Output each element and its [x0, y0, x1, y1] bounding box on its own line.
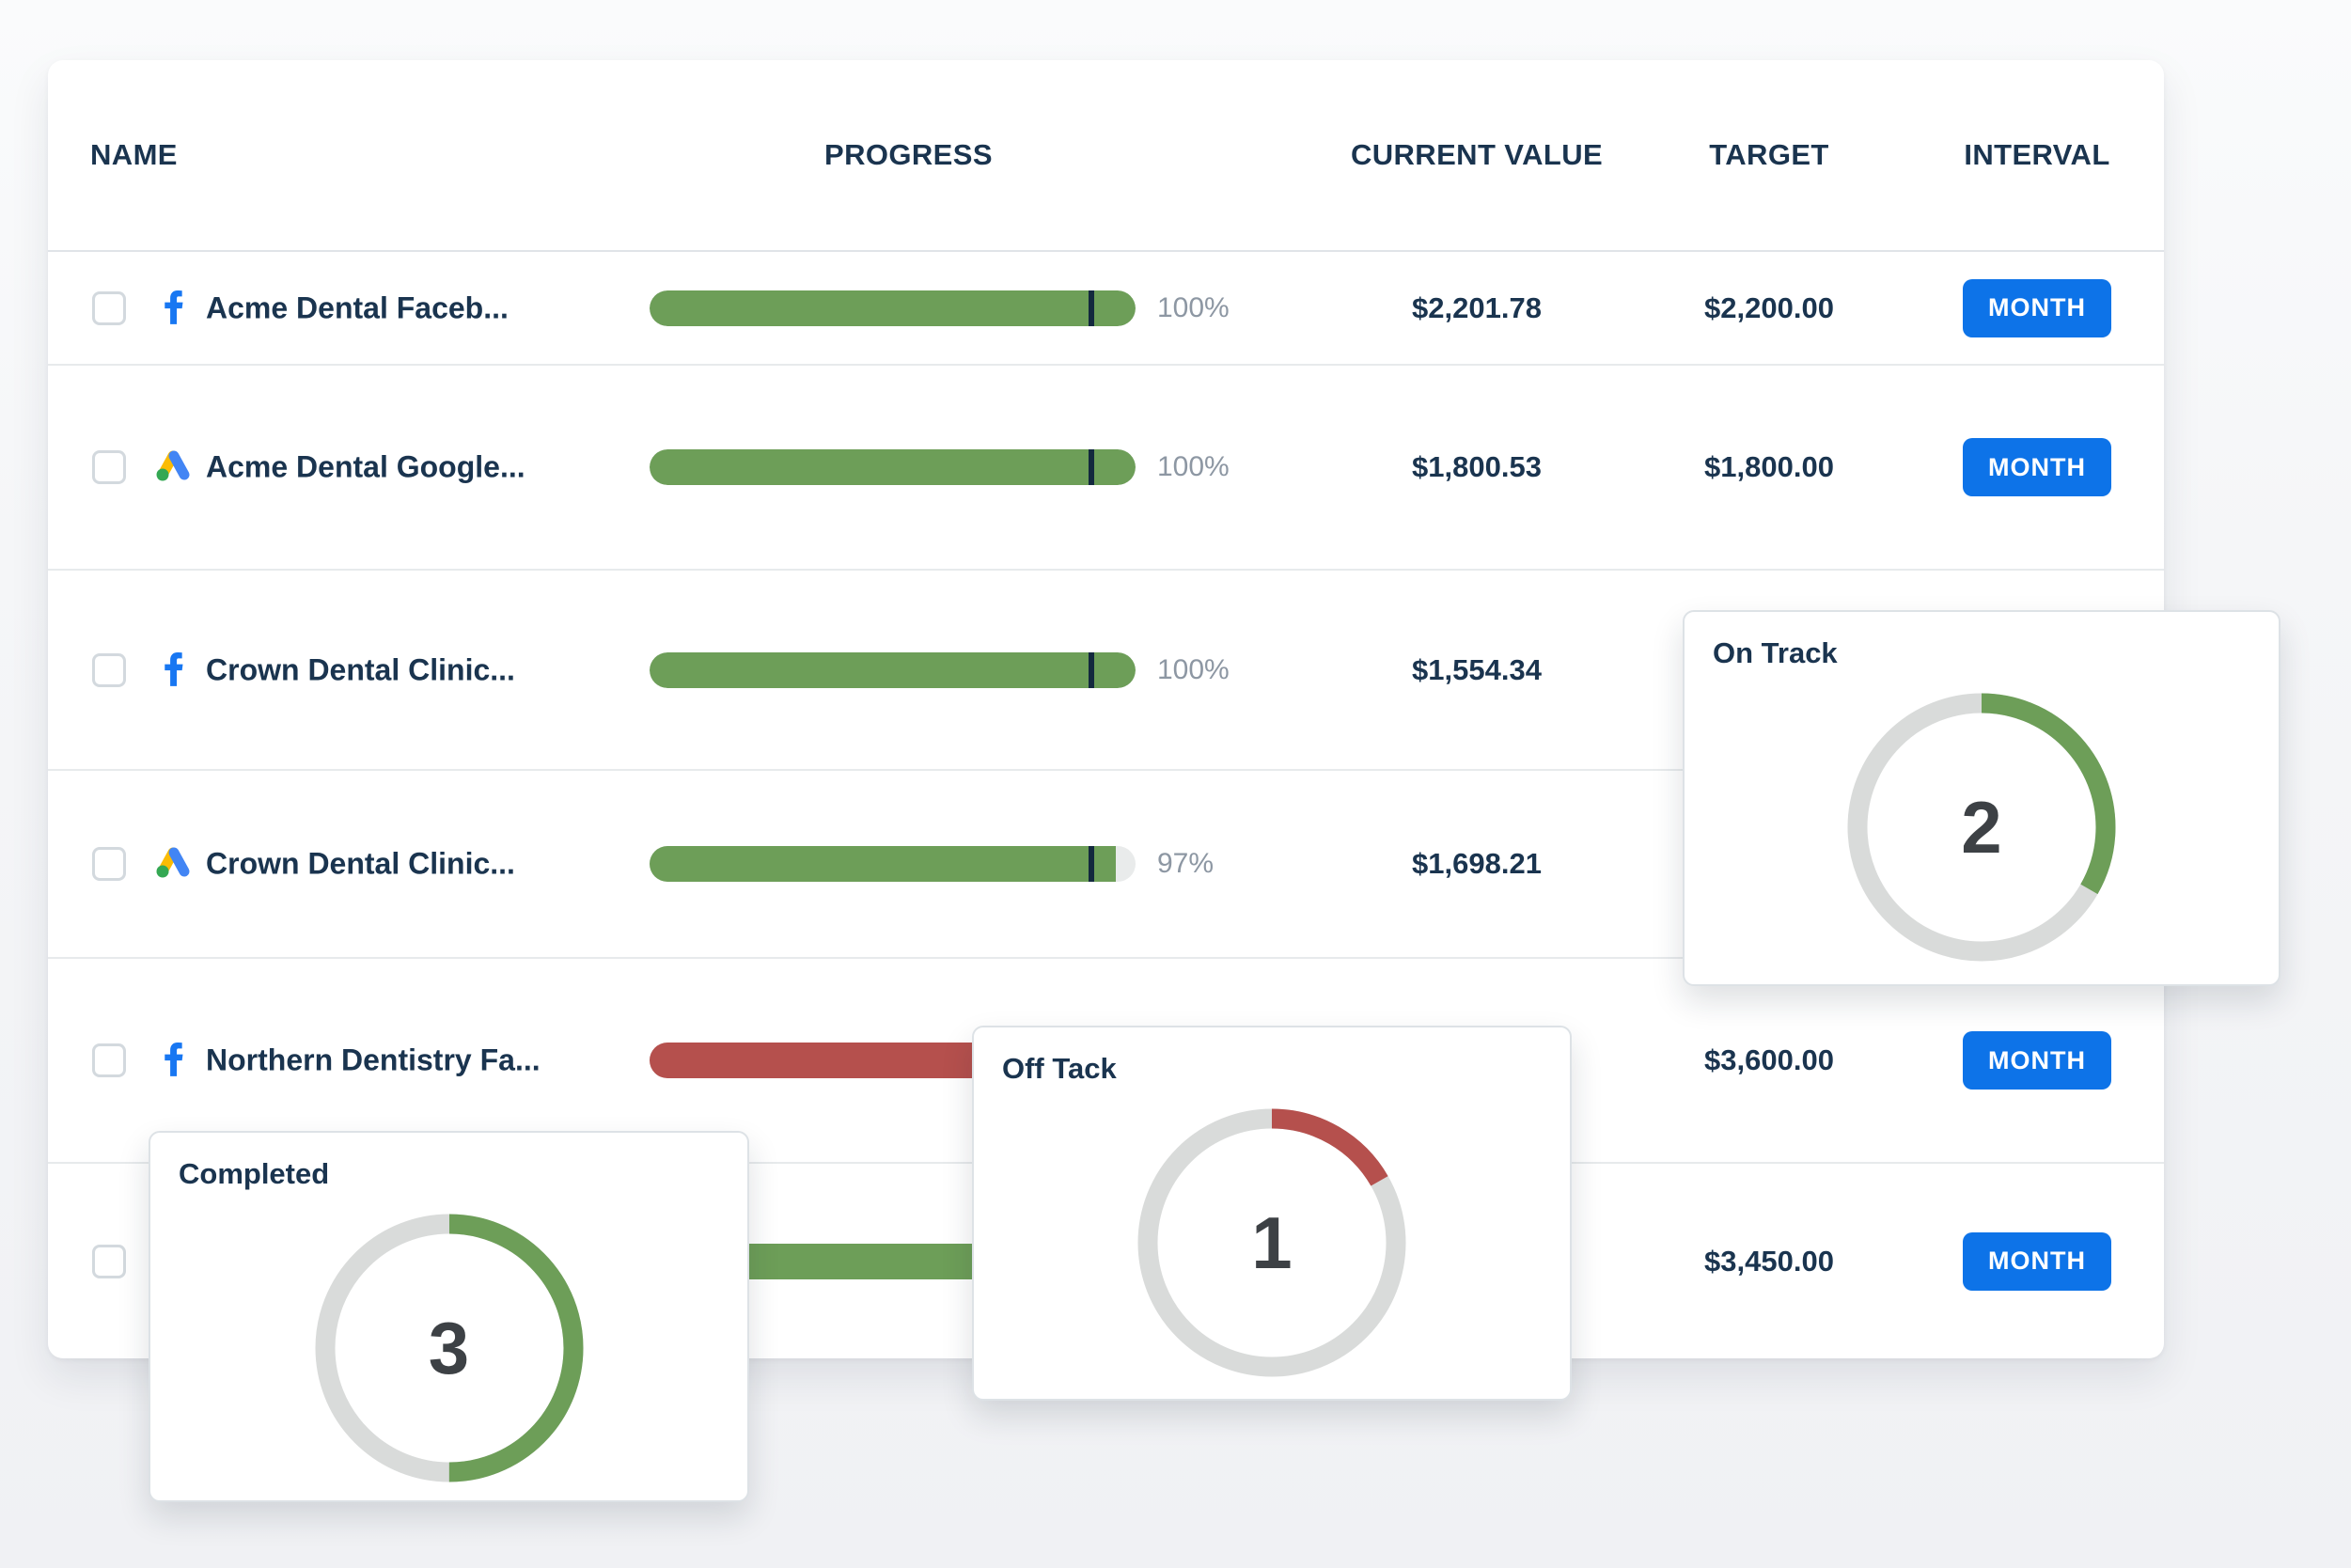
summary-card-title: Completed	[179, 1157, 330, 1190]
donut-value: 3	[428, 1306, 470, 1389]
row-checkbox[interactable]	[92, 290, 126, 325]
donut-chart: 3	[308, 1207, 590, 1489]
summary-card-title: On Track	[1713, 636, 1838, 669]
target-value: $1,800.00	[1704, 450, 1834, 483]
progress-bar	[650, 651, 1136, 688]
summary-card-off-tack: Off Tack 1	[972, 1026, 1572, 1401]
table-row: Crown Dental Clinic... 97% $1,698.21	[48, 771, 2164, 959]
facebook-icon	[165, 290, 183, 324]
goal-name: Acme Dental Google...	[206, 449, 525, 484]
progress-bar	[650, 290, 1136, 326]
table-row: Acme Dental Faceb... 100% $2,201.78 $2,2…	[48, 252, 2164, 366]
current-value: $2,201.78	[1412, 290, 1542, 324]
progress-marker	[1089, 846, 1095, 882]
progress-bar	[650, 449, 1136, 485]
progress-fill	[650, 449, 1136, 485]
goal-name: Acme Dental Faceb...	[206, 290, 509, 324]
target-value: $2,200.00	[1704, 290, 1834, 324]
donut-chart: 2	[1841, 686, 2123, 968]
progress-fill	[650, 290, 1136, 326]
progress-fill	[650, 651, 1136, 688]
row-checkbox[interactable]	[92, 1244, 126, 1278]
donut-value: 2	[1961, 785, 2002, 869]
current-value: $1,698.21	[1412, 847, 1542, 880]
donut-chart: 1	[1131, 1102, 1413, 1384]
column-header-name: NAME	[90, 138, 178, 171]
current-value: $1,800.53	[1412, 450, 1542, 483]
summary-card-completed: Completed 3	[149, 1131, 749, 1502]
column-header-current-value: CURRENT VALUE	[1350, 138, 1604, 171]
progress-fill	[650, 846, 1117, 882]
goal-name: Crown Dental Clinic...	[206, 846, 515, 881]
progress-bar	[650, 846, 1136, 882]
target-value: $3,600.00	[1704, 1043, 1834, 1076]
donut-arc	[1137, 1108, 1406, 1377]
progress-fill	[650, 1043, 1014, 1078]
goal-name: Crown Dental Clinic...	[206, 652, 515, 686]
facebook-icon	[165, 1043, 183, 1076]
column-header-target: TARGET	[1709, 138, 1829, 171]
row-checkbox[interactable]	[92, 450, 126, 484]
target-value: $3,450.00	[1704, 1244, 1834, 1278]
donut-arc	[1847, 693, 2116, 962]
interval-month-button[interactable]: MONTH	[1963, 438, 2111, 496]
row-checkbox[interactable]	[92, 847, 126, 881]
progress-percent: 97%	[1157, 848, 1215, 879]
summary-card-title: Off Tack	[1002, 1052, 1117, 1085]
table-row: Northern Dentistry Fa... $3,600.00 MONTH	[48, 959, 2164, 1164]
interval-month-button[interactable]: MONTH	[1963, 1031, 2111, 1090]
summary-card-on-track: On Track 2	[1683, 610, 2280, 986]
progress-marker	[1089, 290, 1095, 326]
row-checkbox[interactable]	[92, 1043, 126, 1077]
interval-month-button[interactable]: MONTH	[1963, 278, 2111, 337]
table-row: Acme Dental Google... 100% $1,800.53 $1,…	[48, 366, 2164, 571]
column-header-progress: PROGRESS	[824, 138, 993, 171]
progress-marker	[1089, 449, 1095, 485]
donut-arc	[315, 1214, 583, 1482]
google-ads-icon	[156, 450, 190, 481]
progress-marker	[1089, 651, 1095, 688]
donut-value: 1	[1251, 1200, 1293, 1284]
progress-percent: 100%	[1157, 291, 1230, 323]
table-row: Crown Dental Clinic... 100% $1,554.34	[48, 571, 2164, 771]
interval-month-button[interactable]: MONTH	[1963, 1231, 2111, 1291]
facebook-icon	[165, 651, 183, 686]
column-header-interval: INTERVAL	[1964, 138, 2110, 171]
row-checkbox[interactable]	[92, 652, 126, 687]
current-value: $1,554.34	[1412, 652, 1542, 686]
table-header: NAME PROGRESS CURRENT VALUE TARGET INTER…	[48, 60, 2164, 252]
google-ads-icon	[156, 847, 190, 878]
progress-percent: 100%	[1157, 451, 1230, 482]
goal-name: Northern Dentistry Fa...	[206, 1043, 541, 1077]
progress-percent: 100%	[1157, 653, 1230, 685]
